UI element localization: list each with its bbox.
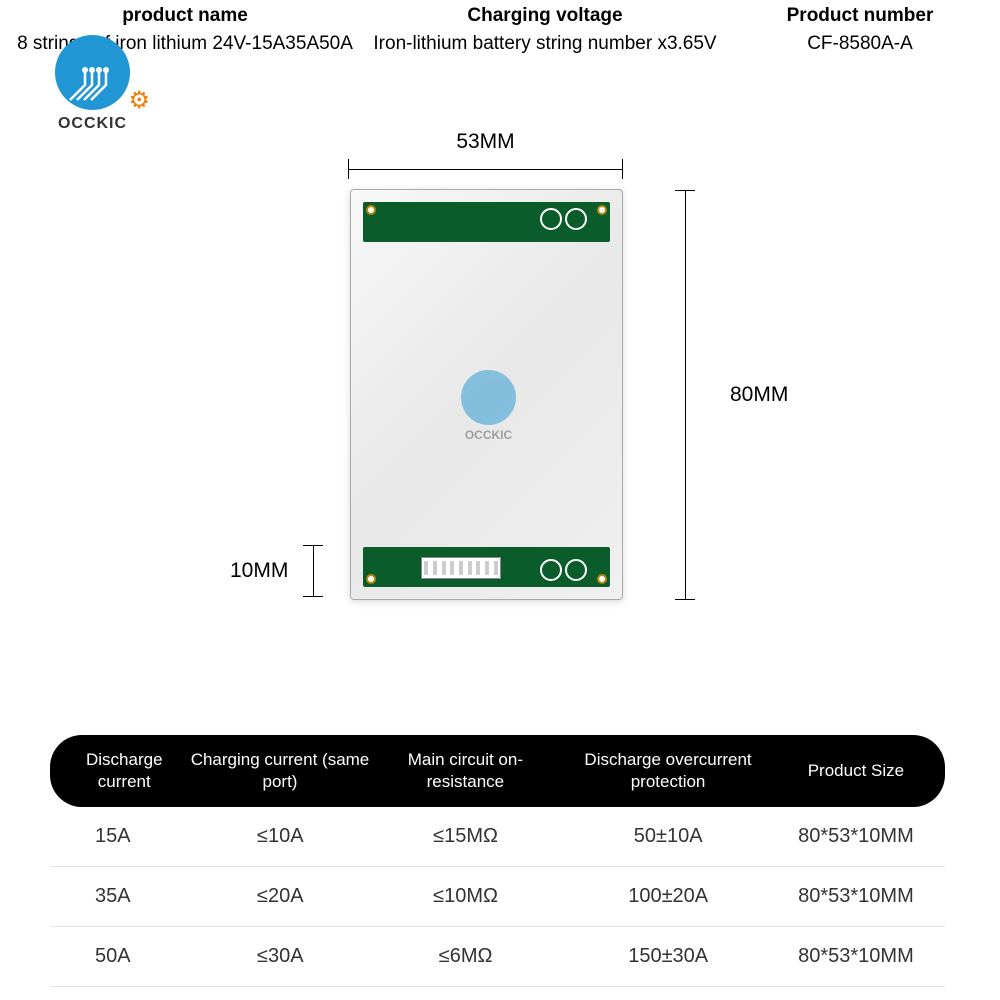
mounting-hole-icon — [366, 205, 376, 215]
specifications-table: Discharge current Charging current (same… — [50, 735, 945, 987]
header-label: product name — [15, 5, 355, 27]
table-cell: 15A — [60, 825, 189, 848]
table-cell: ≤15MΩ — [372, 825, 560, 848]
pcb-board-image: OCCKIC — [350, 189, 623, 600]
table-cell: ≤6MΩ — [372, 945, 560, 968]
mounting-hole-icon — [366, 574, 376, 584]
mounting-hole-icon — [597, 205, 607, 215]
table-cell: 50A — [60, 945, 189, 968]
circuit-traces-icon — [65, 65, 115, 105]
table-cell: ≤10A — [189, 825, 372, 848]
watermark-logo: OCCKIC — [451, 370, 526, 442]
table-cell: 100±20A — [559, 885, 776, 908]
header-product-number: Product number CF-8580A-A — [735, 5, 985, 55]
gear-icon: ⚙ — [128, 86, 150, 115]
table-row: 50A ≤30A ≤6MΩ 150±30A 80*53*10MM — [50, 927, 945, 987]
table-cell: ≤20A — [189, 885, 372, 908]
table-cell: 80*53*10MM — [777, 825, 935, 848]
logo-circle-icon — [55, 35, 130, 110]
product-diagram: 53MM 80MM 10MM OCCKIC — [210, 130, 830, 660]
header-label: Charging voltage — [355, 5, 735, 27]
dimension-height: 80MM — [675, 190, 788, 600]
watermark-circle-icon — [461, 370, 516, 425]
table-header-cell: Discharge current — [60, 749, 189, 793]
table-header-cell: Discharge overcurrent protection — [559, 749, 777, 793]
dimension-line-icon — [303, 545, 323, 597]
logo-text: OCCKIC — [58, 115, 127, 133]
watermark-text: OCCKIC — [451, 428, 526, 442]
mounting-hole-icon — [597, 574, 607, 584]
table-header-cell: Main circuit on-resistance — [371, 749, 559, 793]
dimension-line-icon — [348, 159, 623, 179]
dimension-label: 80MM — [730, 383, 788, 407]
table-cell: 80*53*10MM — [777, 885, 935, 908]
table-header-cell: Product Size — [777, 760, 935, 782]
table-cell: ≤30A — [189, 945, 372, 968]
brand-logo: ⚙ OCCKIC — [40, 35, 145, 140]
dimension-label: 10MM — [230, 559, 288, 583]
table-row: 15A ≤10A ≤15MΩ 50±10A 80*53*10MM — [50, 807, 945, 867]
header-charging-voltage: Charging voltage Iron-lithium battery st… — [355, 5, 735, 55]
pcb-connector-icon — [421, 557, 501, 579]
table-header-cell: Charging current (same port) — [189, 749, 372, 793]
table-cell: 35A — [60, 885, 189, 908]
header-label: Product number — [735, 5, 985, 27]
pcb-terminals-icon — [540, 559, 587, 581]
table-cell: ≤10MΩ — [372, 885, 560, 908]
dimension-width: 53MM — [348, 130, 623, 179]
table-header-row: Discharge current Charging current (same… — [50, 735, 945, 807]
table-cell: 50±10A — [559, 825, 776, 848]
dimension-line-icon — [675, 190, 695, 600]
pcb-terminals-icon — [540, 208, 587, 230]
table-cell: 80*53*10MM — [777, 945, 935, 968]
table-row: 35A ≤20A ≤10MΩ 100±20A 80*53*10MM — [50, 867, 945, 927]
header-row: product name 8 strings of iron lithium 2… — [0, 5, 1000, 55]
dimension-label: 53MM — [348, 130, 623, 154]
header-value: Iron-lithium battery string number x3.65… — [355, 33, 735, 55]
table-cell: 150±30A — [559, 945, 776, 968]
dimension-thickness: 10MM — [230, 545, 323, 597]
header-value: CF-8580A-A — [735, 33, 985, 55]
